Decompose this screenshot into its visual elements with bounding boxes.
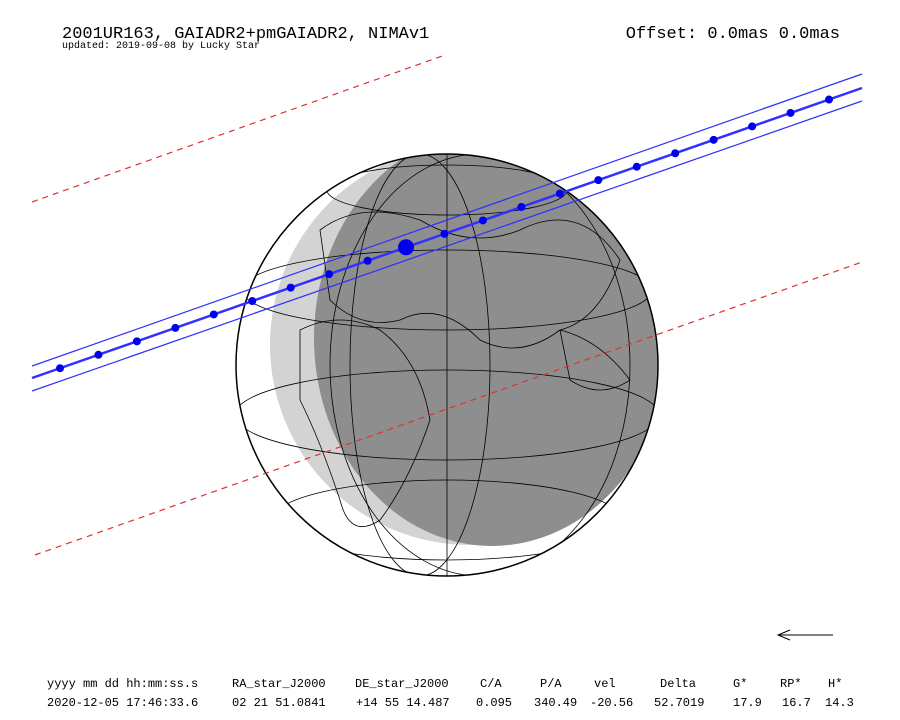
marker — [209, 310, 218, 319]
marker — [709, 135, 718, 144]
column-header: H* — [828, 677, 842, 691]
marker — [286, 283, 295, 292]
marker — [363, 256, 372, 265]
marker — [248, 297, 257, 306]
direction-arrow — [776, 629, 833, 641]
marker — [786, 108, 795, 117]
cell: 52.7019 — [654, 696, 704, 710]
cell: 14.3 — [825, 696, 854, 710]
column-header: DE_star_J2000 — [355, 677, 449, 691]
marker — [555, 189, 564, 198]
marker — [94, 350, 103, 359]
column-header: G* — [733, 677, 747, 691]
marker — [171, 323, 180, 332]
cell: 16.7 — [782, 696, 811, 710]
column-header: Delta — [660, 677, 696, 691]
column-header: RA_star_J2000 — [232, 677, 326, 691]
marker — [748, 122, 757, 131]
column-header: C/A — [480, 677, 502, 691]
marker — [517, 203, 526, 212]
column-header: RP* — [780, 677, 802, 691]
time-markers — [56, 95, 833, 373]
title: 2001UR163, GAIADR2+pmGAIADR2, NIMAv1 — [62, 25, 429, 44]
cell: -20.56 — [590, 696, 633, 710]
marker — [594, 176, 603, 185]
marker — [632, 162, 641, 171]
marker — [825, 95, 833, 104]
column-header: yyyy mm dd hh:mm:ss.s — [47, 677, 198, 691]
marker — [56, 364, 64, 373]
marker — [325, 270, 334, 279]
offset: Offset: 0.0mas 0.0mas — [626, 25, 840, 44]
cell: 17.9 — [733, 696, 762, 710]
event-table: yyyy mm dd hh:mm:ss.s RA_star_J2000 DE_sta… — [47, 677, 854, 710]
globe — [235, 153, 659, 577]
marker — [398, 239, 415, 256]
marker — [478, 216, 487, 225]
cell: 0.095 — [476, 696, 512, 710]
marker — [440, 229, 449, 238]
column-header: vel — [594, 677, 616, 691]
cell: 2020-12-05 17:46:33.6 — [47, 696, 198, 710]
cell: 340.49 — [534, 696, 577, 710]
column-header: P/A — [540, 677, 562, 691]
cell: 02 21 51.0841 — [232, 696, 326, 710]
cell: +14 55 14.487 — [356, 696, 450, 710]
marker — [132, 337, 141, 346]
error-limits — [31, 54, 863, 556]
subtitle: updated: 2019-09-08 by Lucky Star — [62, 40, 260, 52]
marker — [671, 149, 680, 158]
